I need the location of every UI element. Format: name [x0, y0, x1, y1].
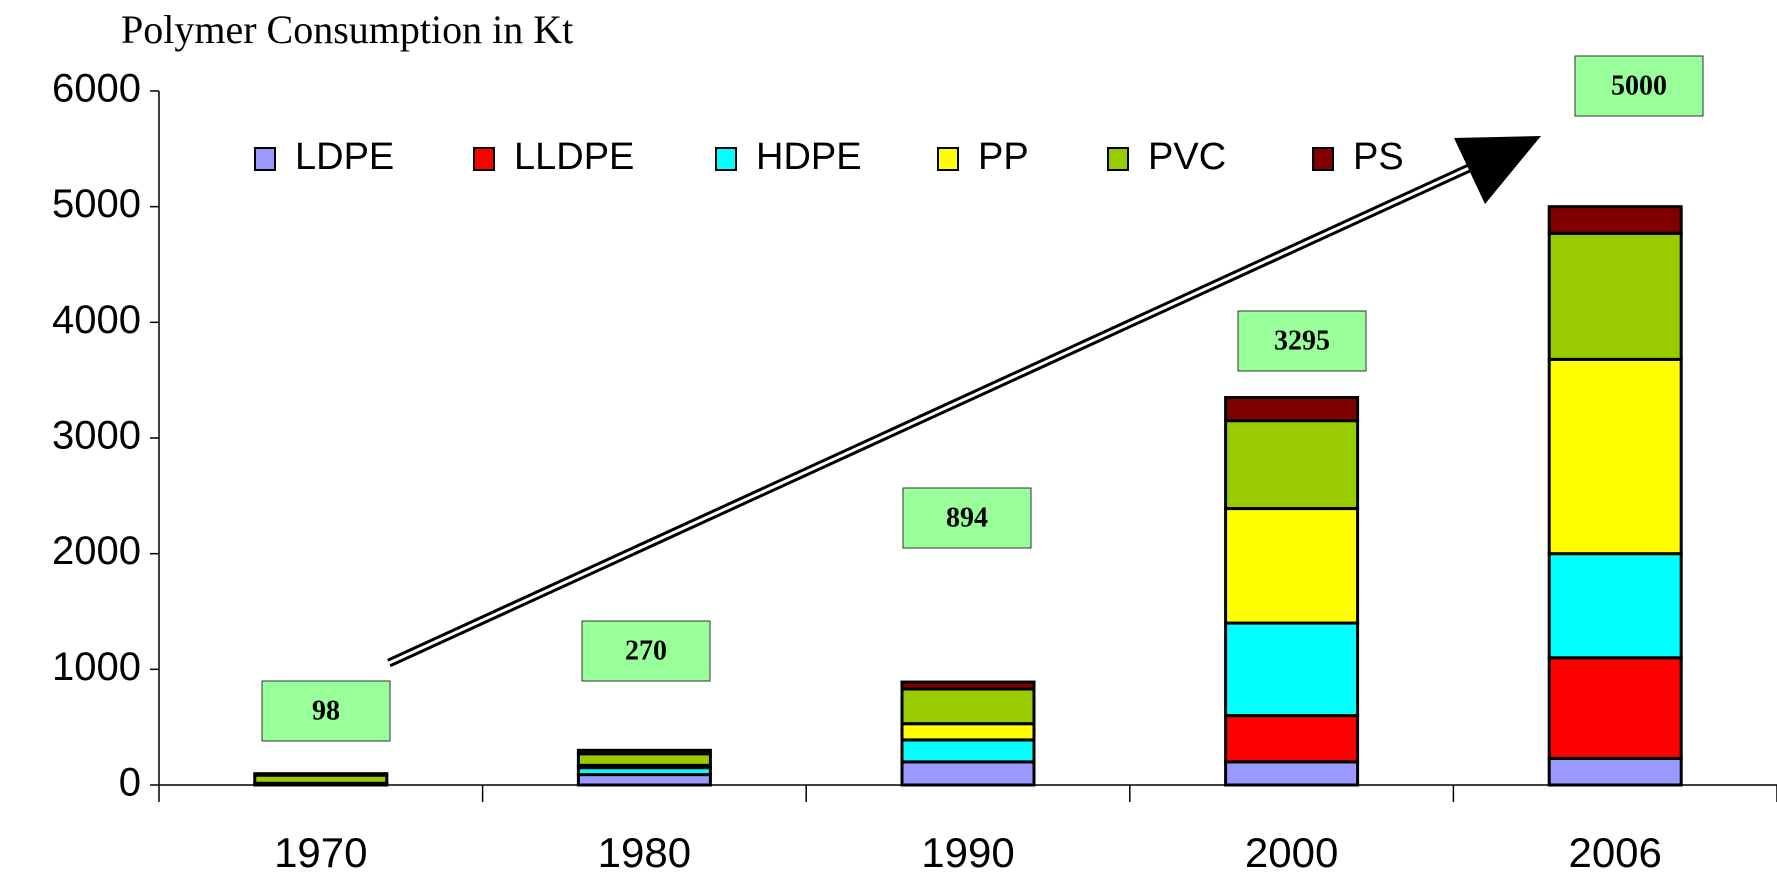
- bar-segment: [1224, 760, 1360, 787]
- bar-segment: [900, 760, 1036, 787]
- x-tick-label: 2006: [1568, 829, 1661, 876]
- y-tick-label: 5000: [52, 182, 141, 226]
- y-tick-label: 1000: [52, 645, 141, 689]
- y-tick-label: 4000: [52, 298, 141, 342]
- legend-label: PVC: [1148, 136, 1226, 178]
- total-label: 3295: [1237, 310, 1367, 372]
- bar-segment: [1547, 231, 1683, 361]
- total-label-text: 894: [946, 502, 988, 533]
- bar-segment: [1224, 419, 1360, 511]
- total-label-box: [261, 680, 391, 742]
- legend-swatch: [254, 147, 276, 171]
- bar-segment: [1224, 507, 1360, 625]
- x-tick-label: 2000: [1245, 829, 1338, 876]
- legend-swatch: [715, 147, 737, 171]
- chart-title: Polymer Consumption in Kt: [121, 7, 573, 52]
- bar-segment: [900, 722, 1036, 742]
- bar-segment: [576, 748, 712, 756]
- total-label-text: 270: [625, 635, 667, 666]
- bar-segment: [900, 680, 1036, 691]
- total-label-text: 98: [312, 695, 340, 726]
- x-tick-label: 1970: [274, 829, 367, 876]
- legend-label: PS: [1353, 136, 1404, 178]
- total-label-text: 3295: [1274, 325, 1330, 356]
- legend-label: HDPE: [756, 136, 862, 178]
- legend-label: PP: [978, 136, 1029, 178]
- total-label: 270: [581, 620, 711, 682]
- bar-segment: [1547, 357, 1683, 556]
- total-label: 98: [261, 680, 391, 742]
- bar-segment: [253, 772, 389, 777]
- bar-segment: [576, 752, 712, 767]
- bar-segment: [1547, 756, 1683, 787]
- trend-arrow: [387, 136, 1541, 668]
- bar-segment: [576, 773, 712, 787]
- total-label-box: [1574, 55, 1704, 117]
- bar-segment: [900, 738, 1036, 764]
- bar-segment: [1224, 396, 1360, 423]
- y-tick-label: 2000: [52, 529, 141, 573]
- legend-swatch: [937, 147, 959, 171]
- total-label-box: [1237, 310, 1367, 372]
- bar-segment: [1224, 621, 1360, 718]
- total-label-box: [902, 487, 1032, 549]
- total-label-box: [581, 620, 711, 682]
- legend-swatch: [1312, 147, 1334, 171]
- y-tick-label: 6000: [52, 67, 141, 111]
- x-tick-label: 1980: [598, 829, 691, 876]
- x-tick-label: 1990: [921, 829, 1014, 876]
- bar-segment: [1224, 714, 1360, 764]
- y-tick-label: 0: [119, 761, 141, 805]
- y-tick-label: 3000: [52, 414, 141, 458]
- bar-segment: [1547, 552, 1683, 660]
- legend-label: LDPE: [295, 136, 394, 178]
- bar-segment: [1547, 205, 1683, 235]
- total-label-text: 5000: [1611, 70, 1667, 101]
- bar-segment: [900, 687, 1036, 726]
- bar-segment: [1547, 656, 1683, 760]
- legend-swatch: [473, 147, 495, 171]
- total-label: 894: [902, 487, 1032, 549]
- total-label: 5000: [1574, 55, 1704, 117]
- legend-label: LLDPE: [514, 136, 634, 178]
- legend-swatch: [1107, 147, 1129, 171]
